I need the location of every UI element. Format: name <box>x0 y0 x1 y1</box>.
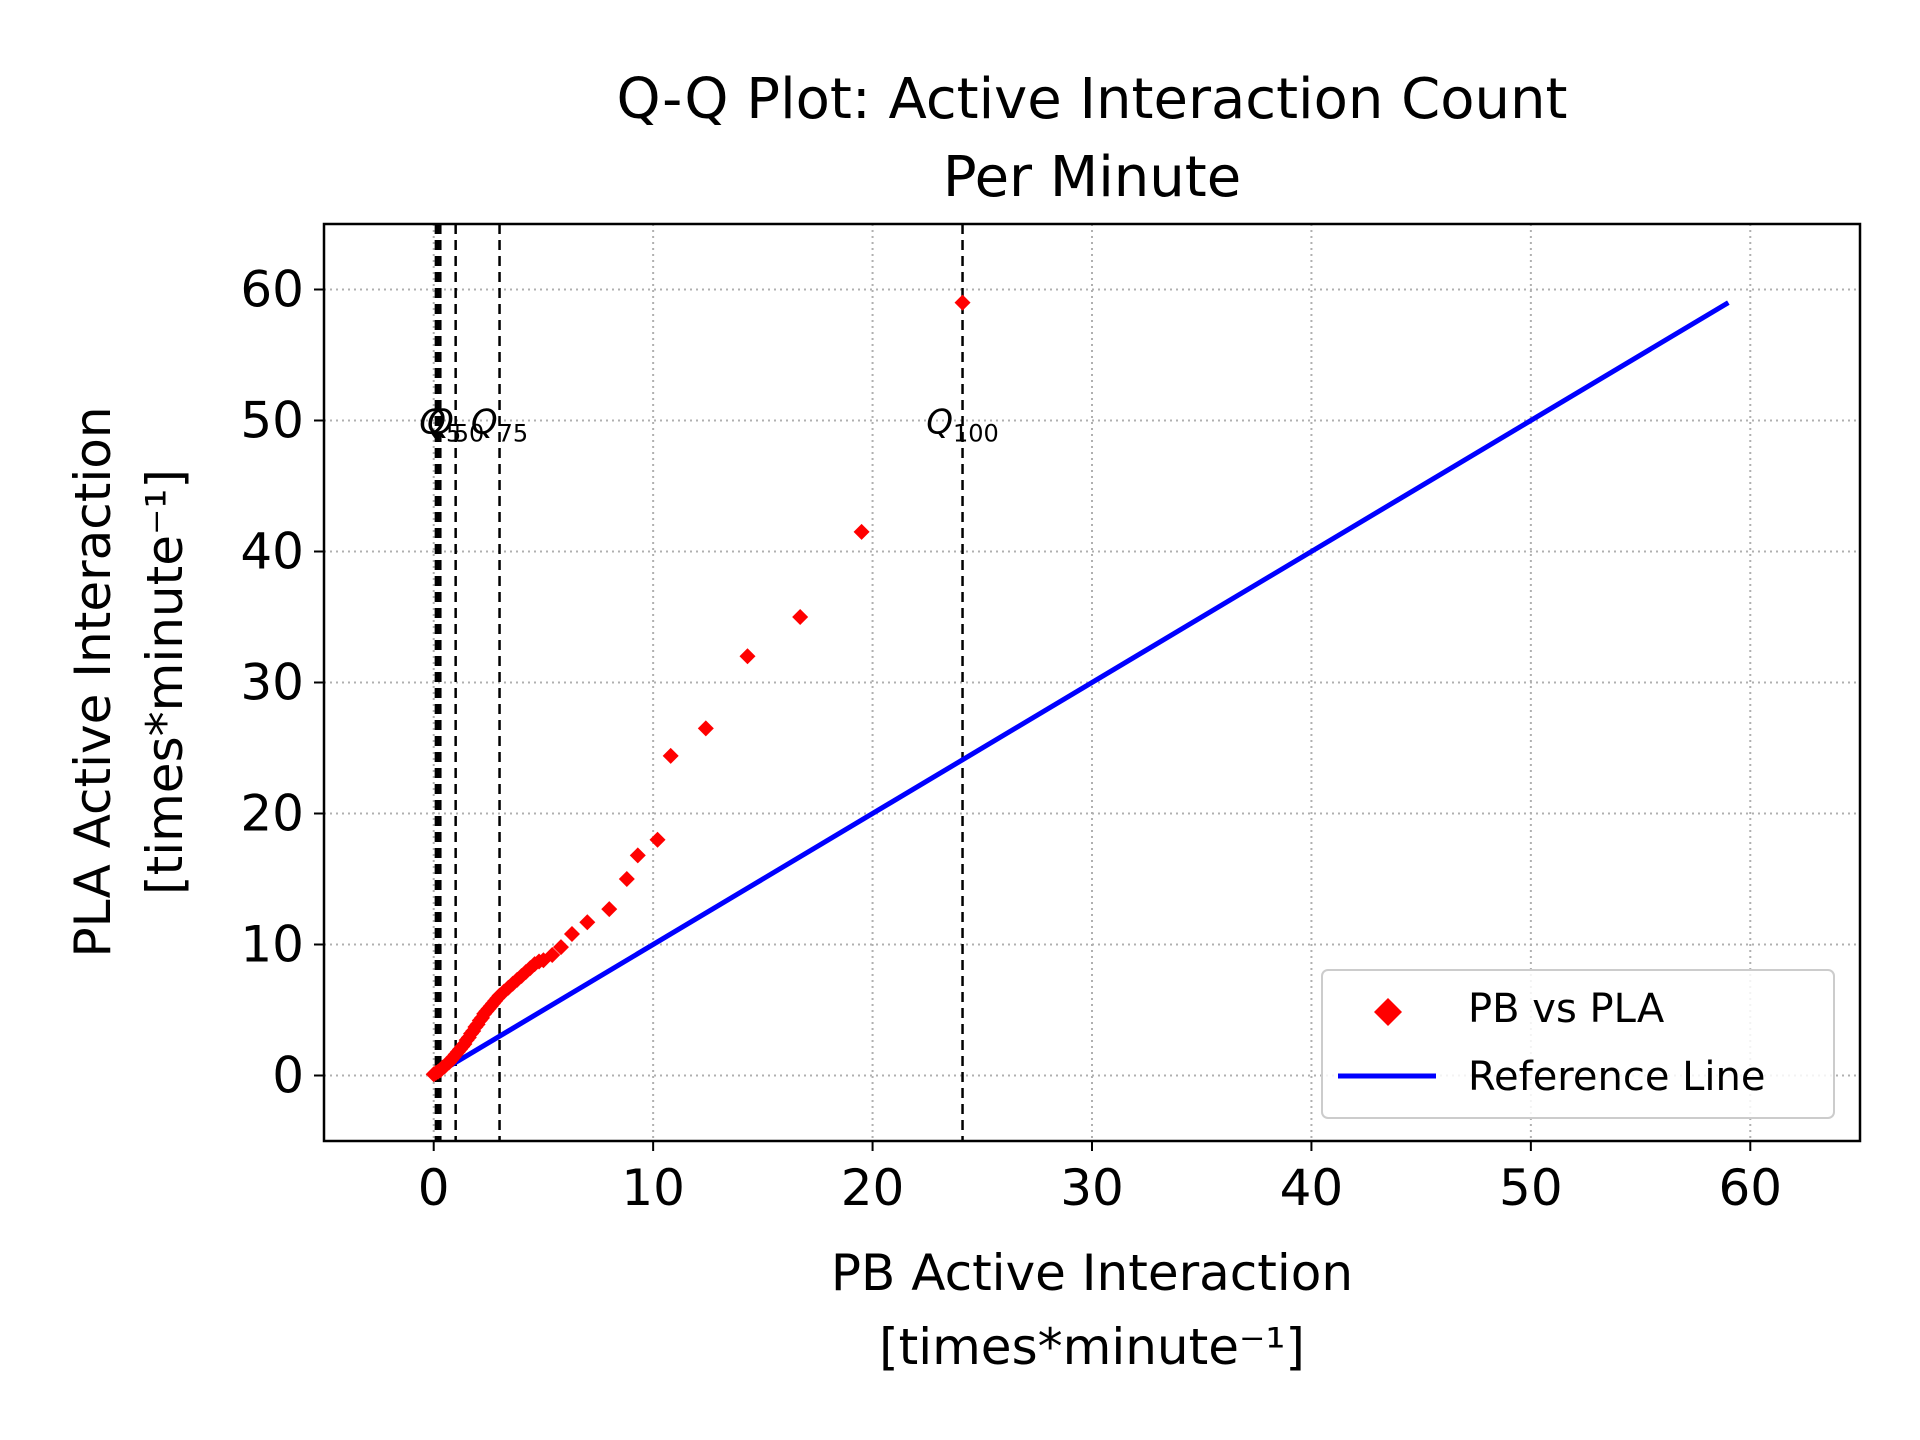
data-point <box>649 831 666 848</box>
y-tick-label: 10 <box>240 916 304 974</box>
x-tick-label: 50 <box>1499 1159 1563 1217</box>
x-axis-label-line-2: [times*minute⁻¹] <box>879 1318 1305 1376</box>
legend-marker-pb-vs-pla <box>1374 998 1402 1026</box>
quantile-label: Q100 <box>926 403 999 448</box>
y-axis-ticks: 0 10 20 30 40 50 60 <box>240 261 324 1105</box>
data-point <box>618 871 635 887</box>
data-point <box>579 914 596 931</box>
quantile-label: Q50 <box>427 403 484 448</box>
y-tick-label: 60 <box>240 261 304 319</box>
y-axis-label: PLA Active Interaction [times*minute⁻¹] <box>64 406 194 957</box>
legend: PB vs PLA Reference Line <box>1321 969 1835 1119</box>
y-tick-label: 30 <box>240 654 304 712</box>
reference-line <box>432 300 1730 1078</box>
data-point <box>601 901 618 918</box>
quantile-lines <box>434 224 964 1141</box>
y-tick-label: 0 <box>272 1047 304 1105</box>
reference-line-series <box>432 300 1730 1078</box>
title: Q-Q Plot: Active Interaction Count Per M… <box>617 67 1568 210</box>
y-axis-label-line-2: [times*minute⁻¹] <box>136 469 194 895</box>
x-tick-label: 60 <box>1718 1159 1782 1217</box>
y-tick-label: 50 <box>240 392 304 450</box>
data-point <box>792 609 809 625</box>
quantile-label: Q5 <box>419 403 461 448</box>
y-tick-label: 40 <box>240 523 304 581</box>
data-point <box>853 523 870 540</box>
x-tick-label: 40 <box>1280 1159 1344 1217</box>
legend-box <box>1321 969 1835 1119</box>
data-point <box>697 720 714 737</box>
data-point <box>954 294 971 311</box>
legend-label-reference-line: Reference Line <box>1468 1054 1766 1100</box>
data-point <box>629 847 646 864</box>
x-tick-label: 30 <box>1060 1159 1124 1217</box>
x-axis-ticks: 0 10 20 30 40 50 60 <box>418 1141 1782 1217</box>
data-point <box>662 747 679 764</box>
data-point <box>552 939 569 956</box>
chart-title-line-1: Q-Q Plot: Active Interaction Count <box>617 67 1568 132</box>
chart-title-line-2: Per Minute <box>943 145 1241 210</box>
y-axis-label-line-1: PLA Active Interaction <box>64 406 122 957</box>
x-axis-label: PB Active Interaction [times*minute⁻¹] <box>831 1244 1353 1376</box>
x-tick-label: 10 <box>621 1159 685 1217</box>
y-tick-label: 20 <box>240 785 304 843</box>
data-point <box>544 946 561 963</box>
x-tick-label: 20 <box>841 1159 905 1217</box>
x-axis-label-line-1: PB Active Interaction <box>831 1244 1353 1302</box>
data-point <box>563 926 580 943</box>
data-point <box>739 648 756 665</box>
pb-vs-pla-points <box>425 294 971 1083</box>
legend-label-pb-vs-pla: PB vs PLA <box>1468 986 1665 1032</box>
quantile-label: Q75 <box>471 403 528 448</box>
x-tick-label: 0 <box>418 1159 450 1217</box>
